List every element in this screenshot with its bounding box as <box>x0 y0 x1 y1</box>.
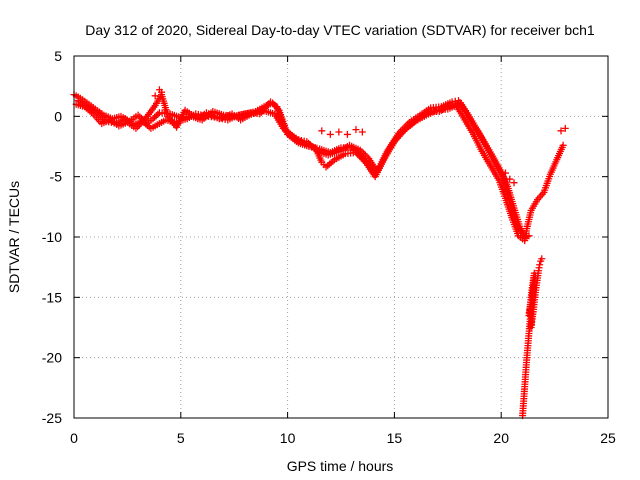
data-point <box>519 229 527 237</box>
data-point <box>501 169 509 177</box>
data-point <box>510 179 518 187</box>
data-point <box>335 128 343 136</box>
data-point <box>326 130 334 138</box>
data-point <box>158 88 166 96</box>
x-tick-label: 20 <box>493 430 509 446</box>
data-point <box>343 130 351 138</box>
y-tick-label: 0 <box>54 108 62 124</box>
data-point-fill <box>152 112 160 120</box>
data-point <box>538 255 546 263</box>
y-tick-label: 5 <box>54 48 62 64</box>
x-axis-label: GPS time / hours <box>287 458 394 474</box>
y-axis-label: SDTVAR / TECUs <box>6 181 22 293</box>
data-point <box>358 128 366 136</box>
y-tick-label: -15 <box>42 289 62 305</box>
data-point-fill <box>151 113 159 121</box>
data-point <box>318 127 326 135</box>
data-point <box>557 127 565 135</box>
y-axis-ticks: 5 0 -5 -10 -15 -20 -25 <box>42 48 608 426</box>
data-points <box>70 86 569 420</box>
data-point <box>149 115 157 123</box>
x-tick-label: 10 <box>280 430 296 446</box>
x-tick-label: 25 <box>600 430 616 446</box>
chart-title: Day 312 of 2020, Sidereal Day-to-day VTE… <box>85 22 595 38</box>
data-point <box>151 92 159 100</box>
x-tick-label: 15 <box>387 430 403 446</box>
data-point <box>561 124 569 132</box>
data-point-fill <box>154 110 162 118</box>
data-point <box>352 126 360 134</box>
data-point <box>559 141 567 149</box>
data-point <box>506 175 514 183</box>
x-tick-label: 0 <box>70 430 78 446</box>
y-tick-label: -20 <box>42 350 62 366</box>
y-tick-label: -10 <box>42 229 62 245</box>
x-tick-label: 5 <box>177 430 185 446</box>
y-tick-label: -25 <box>42 410 62 426</box>
x-axis-ticks: 0 5 10 15 20 25 <box>70 56 616 446</box>
y-tick-label: -5 <box>50 169 63 185</box>
data-point <box>536 261 544 269</box>
